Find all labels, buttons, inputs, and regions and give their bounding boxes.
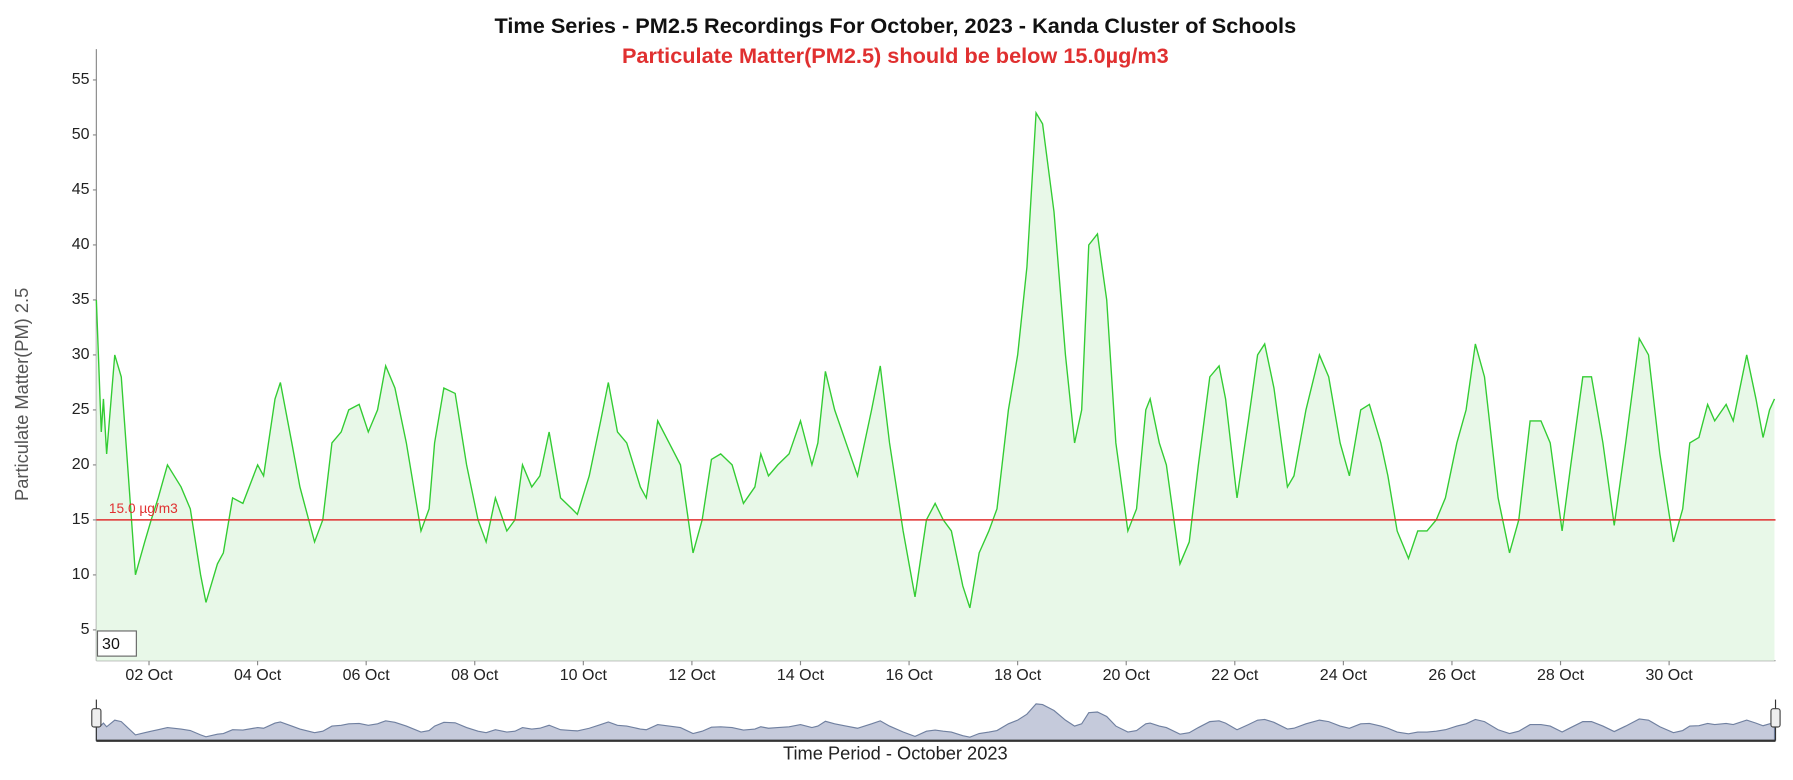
x-axis-label: Time Period - October 2023 <box>783 742 1008 763</box>
x-tick-label: 12 Oct <box>668 667 716 684</box>
x-tick-label: 22 Oct <box>1211 667 1259 684</box>
y-tick-label: 25 <box>72 401 90 418</box>
zoom-input[interactable] <box>96 630 137 657</box>
x-tick-label: 14 Oct <box>777 667 825 684</box>
y-tick-label: 20 <box>72 456 90 473</box>
y-tick-label: 40 <box>72 236 90 253</box>
x-tick-label: 30 Oct <box>1646 667 1694 684</box>
x-tick-label: 06 Oct <box>343 667 391 684</box>
y-tick-label: 30 <box>72 346 90 363</box>
zoom-input-text: 30 <box>102 636 120 653</box>
series-line <box>95 110 1776 609</box>
navigator-area <box>95 703 1776 742</box>
x-tick-label: 26 Oct <box>1428 667 1476 684</box>
range-navigator[interactable] <box>91 699 1781 742</box>
y-axis-label: Particulate Matter(PM) 2.5 <box>11 288 32 501</box>
threshold-label: 15.0 µg/m3 <box>109 501 178 516</box>
y-tick-label: 35 <box>72 291 90 308</box>
y-tick-label: 55 <box>72 71 90 88</box>
y-tick-label: 45 <box>72 181 90 198</box>
area-fill <box>96 112 1775 661</box>
x-tick-label: 04 Oct <box>234 667 282 684</box>
x-tick-label: 20 Oct <box>1103 667 1151 684</box>
chart-subtitle: Particulate Matter(PM2.5) should be belo… <box>622 43 1169 68</box>
x-tick-label: 10 Oct <box>560 667 608 684</box>
x-tick-label: 16 Oct <box>885 667 933 684</box>
navigator-handle[interactable] <box>1770 708 1781 728</box>
y-tick-label: 15 <box>72 511 90 528</box>
x-tick-label: 18 Oct <box>994 667 1042 684</box>
chart-title: Time Series - PM2.5 Recordings For Octob… <box>495 13 1297 38</box>
navigator-handle[interactable] <box>91 708 102 728</box>
x-tick-label: 08 Oct <box>451 667 499 684</box>
y-tick-label: 5 <box>81 621 90 638</box>
y-tick-label: 10 <box>72 566 90 583</box>
y-tick-label: 50 <box>72 126 90 143</box>
x-tick-label: 02 Oct <box>125 667 173 684</box>
x-tick-label: 28 Oct <box>1537 667 1585 684</box>
x-tick-label: 24 Oct <box>1320 667 1368 684</box>
